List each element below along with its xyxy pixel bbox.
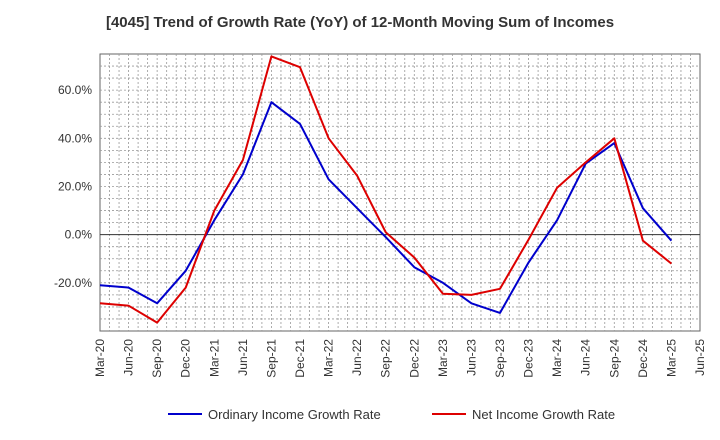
x-tick-label: Sep-22 (379, 339, 393, 378)
x-tick-label: Dec-23 (522, 339, 536, 378)
x-tick-label: Jun-23 (464, 339, 478, 376)
x-tick-label: Jun-25 (693, 339, 707, 376)
x-tick-label: Mar-20 (93, 339, 107, 377)
x-tick-label: Sep-23 (493, 339, 507, 378)
x-tick-label: Dec-21 (293, 339, 307, 378)
legend-label-1: Ordinary Income Growth Rate (208, 407, 381, 422)
series-line-2 (99, 55, 673, 324)
x-tick-label: Mar-25 (664, 339, 678, 377)
x-tick-label: Dec-20 (179, 339, 193, 378)
y-tick-label: -20.0% (54, 276, 92, 290)
x-tick-label: Sep-24 (607, 339, 621, 378)
y-tick-label: 60.0% (58, 83, 92, 97)
x-tick-label: Dec-22 (407, 339, 421, 378)
x-tick-label: Mar-24 (550, 339, 564, 377)
chart-title: [4045] Trend of Growth Rate (YoY) of 12-… (105, 14, 615, 31)
x-tick-label: Mar-23 (436, 339, 450, 377)
y-tick-label: 40.0% (58, 131, 92, 145)
x-tick-label: Mar-21 (207, 339, 221, 377)
x-tick-label: Jun-22 (350, 339, 364, 376)
plot-area (99, 53, 701, 332)
series-line-1 (99, 101, 673, 314)
x-tick-label: Jun-21 (236, 339, 250, 376)
x-tick-label: Sep-20 (150, 339, 164, 378)
x-tick-label: Jun-24 (579, 339, 593, 376)
x-tick-label: Sep-21 (264, 339, 278, 378)
y-tick-label: 0.0% (65, 228, 93, 242)
legend-label-2: Net Income Growth Rate (472, 407, 615, 422)
x-tick-label: Mar-22 (322, 339, 336, 377)
x-tick-label: Jun-20 (122, 339, 136, 376)
y-tick-label: 20.0% (58, 179, 92, 193)
x-tick-label: Dec-24 (636, 339, 650, 378)
